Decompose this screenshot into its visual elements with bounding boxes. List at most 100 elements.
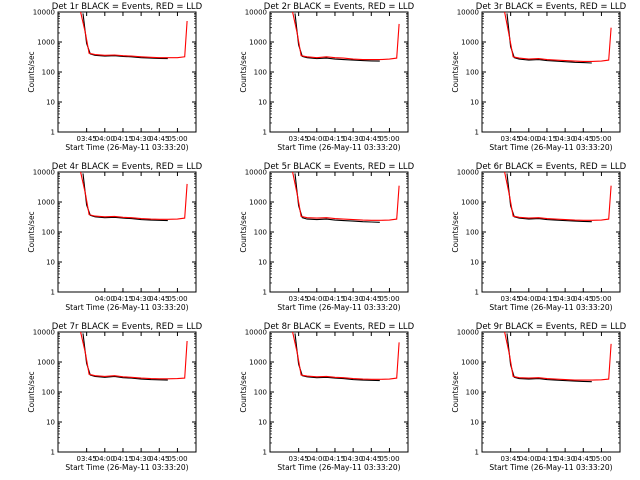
x-tick-label: 05:00 [167, 135, 187, 143]
y-tick-label: 10000 [245, 169, 267, 177]
x-tick-label: 05:00 [167, 295, 187, 303]
x-tick-label: 04:30 [555, 455, 575, 463]
x-tick-label: 04:30 [343, 135, 363, 143]
x-tick-label: 04:45 [573, 455, 593, 463]
x-tick-label: 04:30 [555, 135, 575, 143]
y-tick-label: 10 [258, 259, 267, 267]
y-tick-label: 100 [466, 69, 479, 77]
x-tick-label: 04:00 [519, 295, 539, 303]
x-axis-label: Start Time (26-May-11 03:33:20) [277, 463, 400, 472]
x-tick-label: 04:45 [361, 455, 381, 463]
y-tick-label: 1 [263, 129, 267, 137]
series-line-lld [292, 171, 400, 221]
series-line-events [506, 333, 592, 383]
y-tick-label: 1000 [249, 359, 267, 367]
x-tick-label: 05:00 [167, 455, 187, 463]
x-tick-label: 04:15 [113, 135, 133, 143]
series-line-events [506, 13, 592, 64]
x-tick-label: 04:30 [343, 455, 363, 463]
x-tick-label: 04:30 [343, 295, 363, 303]
y-tick-label: 10000 [245, 329, 267, 337]
series-line-events [82, 333, 168, 381]
x-tick-label: 04:15 [537, 135, 557, 143]
y-tick-label: 100 [42, 229, 55, 237]
y-axis-label: Counts/sec [239, 51, 248, 92]
y-tick-label: 1 [475, 449, 479, 457]
x-tick-label: 03:45 [501, 295, 521, 303]
x-tick-label: 04:30 [131, 135, 151, 143]
chart-title: Det 6r BLACK = Events, RED = LLD [476, 162, 627, 172]
y-tick-label: 100 [254, 229, 267, 237]
series-line-lld [292, 11, 400, 61]
x-tick-label: 04:15 [325, 455, 345, 463]
x-tick-label: 04:15 [113, 295, 133, 303]
x-tick-label: 04:15 [325, 135, 345, 143]
y-tick-label: 10000 [33, 169, 55, 177]
x-axis-label: Start Time (26-May-11 03:33:20) [489, 303, 612, 312]
x-tick-label: 04:00 [307, 135, 327, 143]
y-tick-label: 1 [263, 289, 267, 297]
y-tick-label: 100 [42, 389, 55, 397]
x-tick-label: 03:45 [501, 135, 521, 143]
x-tick-label: 04:15 [537, 455, 557, 463]
y-tick-label: 1000 [37, 359, 55, 367]
chart-title: Det 8r BLACK = Events, RED = LLD [264, 322, 415, 332]
y-tick-label: 100 [254, 389, 267, 397]
chart-panel-4: Det 4r BLACK = Events, RED = LLD 1 10 100 10… [27, 162, 203, 312]
chart-title: Det 1r BLACK = Events, RED = LLD [52, 2, 203, 12]
y-tick-label: 1000 [249, 199, 267, 207]
series-line-lld [80, 331, 188, 380]
y-axis-label: Counts/sec [27, 211, 36, 252]
series-line-lld [80, 171, 188, 220]
series-line-lld [292, 331, 400, 380]
y-tick-label: 100 [466, 229, 479, 237]
y-axis-label: Counts/sec [239, 371, 248, 412]
y-axis-label: Counts/sec [239, 211, 248, 252]
x-tick-label: 05:00 [379, 295, 399, 303]
x-tick-label: 04:15 [537, 295, 557, 303]
y-tick-label: 10 [470, 419, 479, 427]
chart-title: Det 3r BLACK = Events, RED = LLD [476, 2, 627, 12]
y-tick-label: 10 [46, 259, 55, 267]
x-tick-label: 03:45 [501, 455, 521, 463]
chart-title: Det 4r BLACK = Events, RED = LLD [52, 162, 203, 172]
y-tick-label: 10 [470, 99, 479, 107]
y-tick-label: 100 [466, 389, 479, 397]
y-tick-label: 100 [254, 69, 267, 77]
y-tick-label: 10000 [457, 329, 479, 337]
series-line-events [294, 13, 380, 62]
y-tick-label: 1 [475, 129, 479, 137]
series-line-events [506, 173, 592, 223]
series-line-lld [80, 11, 188, 59]
y-tick-label: 10000 [457, 9, 479, 17]
y-axis-label: Counts/sec [27, 51, 36, 92]
y-tick-label: 1 [475, 289, 479, 297]
y-tick-label: 1000 [37, 39, 55, 47]
series-line-lld [504, 331, 612, 381]
x-tick-label: 04:45 [573, 295, 593, 303]
y-tick-label: 1 [263, 449, 267, 457]
series-line-events [82, 13, 168, 60]
y-tick-label: 10 [470, 259, 479, 267]
x-tick-label: 04:45 [149, 295, 169, 303]
y-tick-label: 10 [46, 419, 55, 427]
x-tick-label: 03:45 [77, 135, 97, 143]
x-tick-label: 04:00 [519, 135, 539, 143]
series-line-lld [504, 11, 612, 62]
x-tick-label: 05:00 [379, 455, 399, 463]
y-tick-label: 10 [46, 99, 55, 107]
x-tick-label: 04:00 [307, 295, 327, 303]
x-axis-label: Start Time (26-May-11 03:33:20) [277, 303, 400, 312]
series-line-lld [504, 171, 612, 221]
x-tick-label: 04:30 [131, 455, 151, 463]
x-tick-label: 04:45 [361, 135, 381, 143]
x-tick-label: 04:00 [307, 455, 327, 463]
y-tick-label: 10000 [457, 169, 479, 177]
x-tick-label: 04:30 [555, 295, 575, 303]
x-tick-label: 04:45 [149, 135, 169, 143]
y-tick-label: 1 [51, 289, 55, 297]
x-tick-label: 04:00 [519, 455, 539, 463]
y-tick-label: 10 [258, 99, 267, 107]
y-tick-label: 1000 [37, 199, 55, 207]
y-axis-label: Counts/sec [27, 371, 36, 412]
